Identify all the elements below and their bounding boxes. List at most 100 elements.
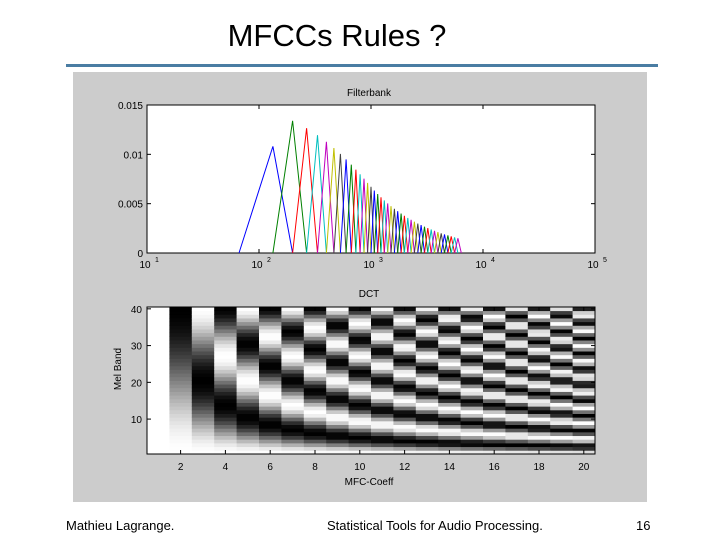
dct-cell: [236, 387, 260, 392]
dct-cell: [393, 391, 417, 396]
dct-cell: [527, 351, 551, 356]
dct-cell: [438, 332, 461, 337]
dct-cell: [550, 431, 573, 437]
dct-cell: [572, 420, 596, 426]
dct-cell: [169, 336, 193, 341]
dct-cell: [214, 325, 237, 330]
dct-cell: [236, 417, 260, 422]
dct-cell: [214, 351, 237, 356]
dct-cell: [550, 435, 573, 440]
dct-cell: [550, 428, 573, 433]
dct-cell: [191, 402, 215, 407]
dct-cell: [572, 431, 596, 437]
dct-cell: [505, 391, 529, 396]
dct-cell: [191, 336, 215, 341]
dct-cell: [303, 314, 327, 319]
filterbank-y-tick-label: 0: [137, 249, 143, 260]
dct-cell: [147, 398, 170, 403]
dct-cell: [348, 362, 372, 367]
dct-cell: [214, 442, 237, 448]
dct-cell: [550, 417, 573, 422]
dct-cell: [550, 318, 573, 323]
dct-cell: [550, 343, 573, 348]
dct-cell: [460, 395, 484, 400]
dct-cell: [438, 417, 461, 422]
dct-cell: [191, 435, 215, 440]
dct-cell: [483, 321, 506, 326]
dct-cell: [259, 358, 282, 363]
dct-cell: [438, 351, 461, 356]
dct-cell: [483, 369, 506, 374]
dct-cell: [303, 442, 327, 448]
dct-cell: [393, 424, 417, 429]
dct-cell: [191, 343, 215, 348]
dct-cell: [550, 380, 573, 385]
dct-cell: [483, 439, 506, 444]
dct-cell: [438, 358, 461, 363]
dct-cell: [483, 398, 506, 403]
dct-cell: [236, 369, 260, 374]
dct-cell: [303, 336, 327, 341]
dct-cell: [415, 450, 439, 455]
filterbank-curve: [420, 226, 429, 254]
dct-cell: [460, 413, 484, 418]
dct-cell: [169, 406, 193, 411]
dct-cell: [214, 398, 237, 403]
dct-cell: [169, 409, 193, 414]
dct-cell: [147, 431, 170, 437]
filterbank-x-tick-exponent: 1: [155, 257, 159, 264]
dct-cell: [303, 428, 327, 433]
dct-cell: [393, 310, 417, 315]
dct-cell: [303, 435, 327, 440]
dct-cell: [236, 398, 260, 403]
dct-cell: [483, 329, 506, 334]
dct-cell: [460, 347, 484, 352]
dct-cell: [527, 347, 551, 352]
dct-cell: [147, 395, 170, 400]
dct-cell: [281, 409, 305, 414]
dct-cell: [169, 329, 193, 334]
dct-cell: [505, 413, 529, 418]
dct-cell: [572, 325, 596, 330]
dct-x-tick-label: 20: [578, 462, 590, 473]
dct-cell: [259, 373, 282, 378]
dct-cell: [483, 365, 506, 370]
dct-cell: [550, 321, 573, 326]
dct-cell: [438, 391, 461, 396]
dct-cell: [326, 321, 349, 326]
dct-cell: [505, 387, 529, 392]
dct-cell: [371, 358, 394, 363]
dct-cell: [505, 384, 529, 389]
dct-cell: [527, 435, 551, 440]
dct-x-ticks: 2 4 6 8 10 12 14 16 18 20: [178, 307, 590, 473]
dct-cell: [527, 329, 551, 334]
dct-cell: [438, 395, 461, 400]
dct-cell: [236, 314, 260, 319]
dct-cell: [169, 376, 193, 381]
dct-cell: [303, 365, 327, 370]
dct-cell: [527, 387, 551, 392]
dct-cell: [303, 409, 327, 414]
dct-x-tick-label: 8: [312, 462, 318, 473]
dct-cell: [572, 369, 596, 374]
dct-cell: [236, 406, 260, 411]
dct-cell: [236, 347, 260, 352]
dct-cell: [527, 343, 551, 348]
dct-cell: [460, 428, 484, 433]
title-divider: [66, 64, 658, 67]
dct-cell: [371, 329, 394, 334]
dct-cell: [348, 343, 372, 348]
dct-cell: [527, 314, 551, 319]
dct-cell: [303, 380, 327, 385]
dct-cell: [326, 351, 349, 356]
dct-cell: [259, 343, 282, 348]
dct-cell: [147, 318, 170, 323]
dct-cell: [326, 318, 349, 323]
dct-cell: [169, 387, 193, 392]
dct-cell: [348, 318, 372, 323]
dct-cell: [214, 321, 237, 326]
filterbank-x-ticks: 10 1 10 2 10 3 10 4 10 5: [139, 105, 607, 271]
dct-cell: [326, 332, 349, 337]
dct-cell: [326, 395, 349, 400]
